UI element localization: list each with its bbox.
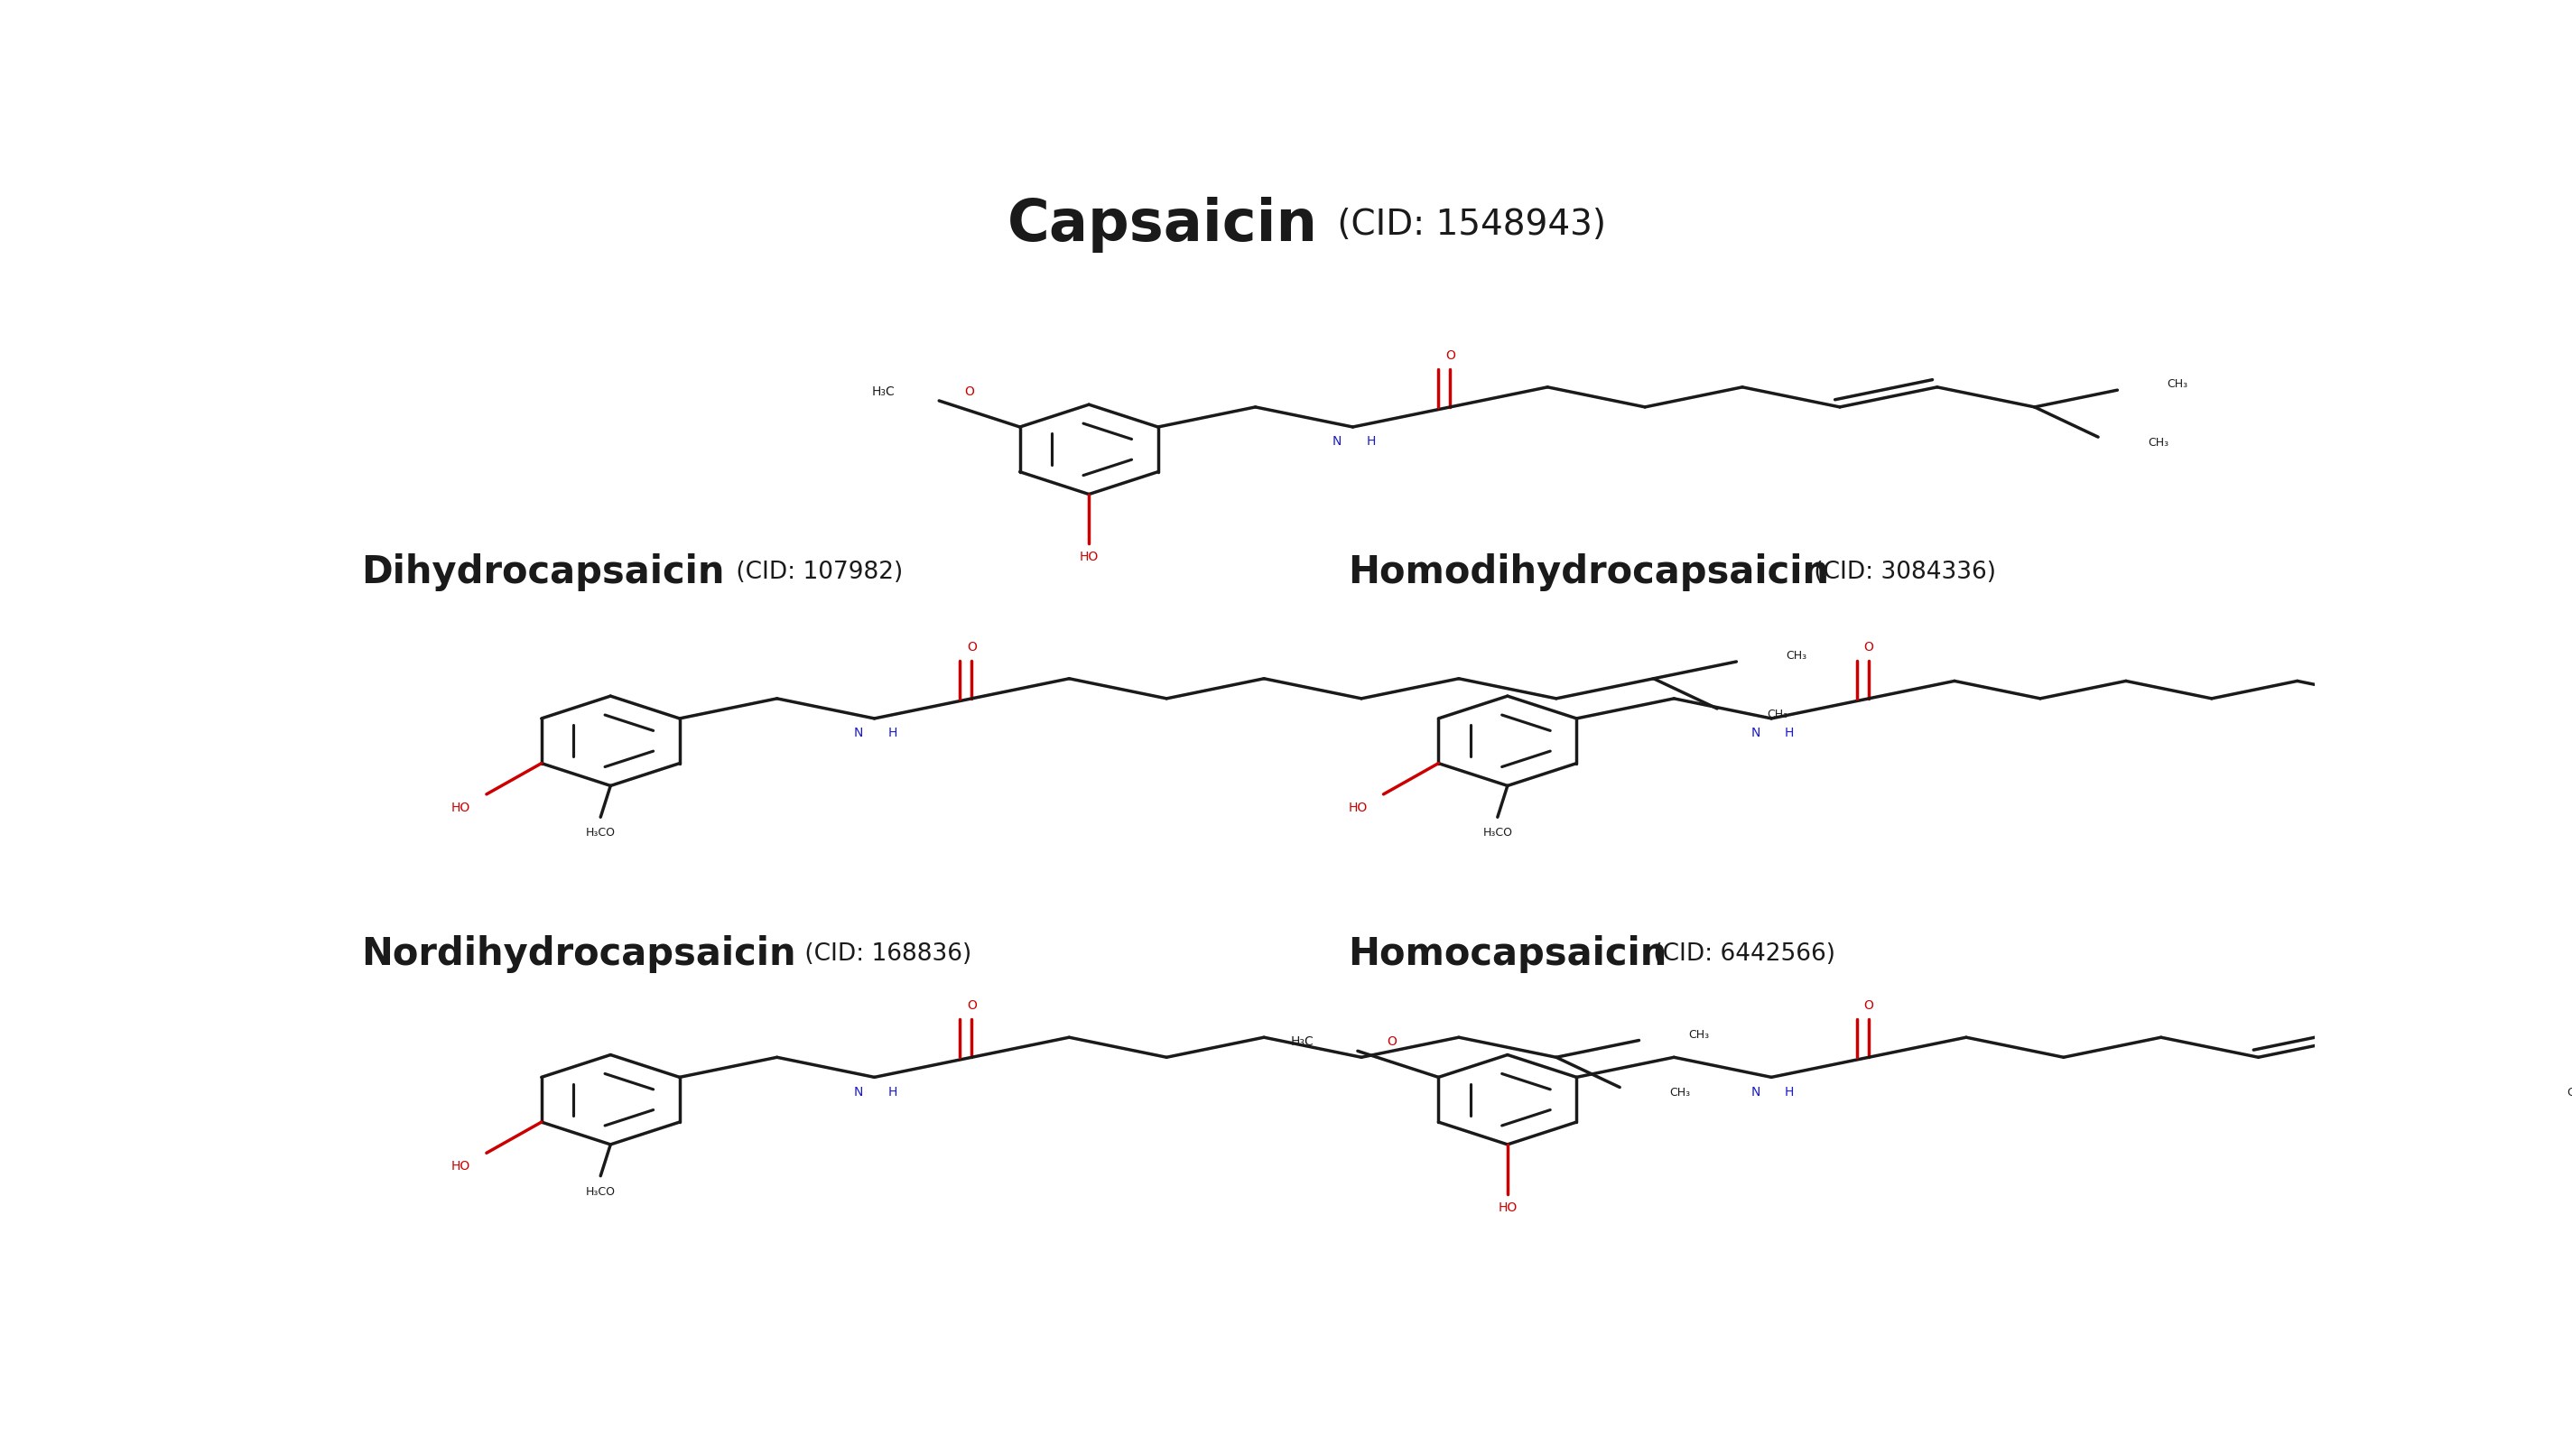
Text: (CID: 3084336): (CID: 3084336)	[1806, 561, 1996, 584]
Text: O: O	[1865, 1000, 1872, 1012]
Text: Dihydrocapsaicin: Dihydrocapsaicin	[360, 553, 725, 591]
Text: CH₃: CH₃	[1690, 1029, 1710, 1041]
Text: (CID: 168836): (CID: 168836)	[797, 942, 972, 965]
Text: HO: HO	[450, 1160, 471, 1172]
Text: HO: HO	[1497, 1201, 1517, 1214]
Text: H: H	[1785, 1086, 1795, 1098]
Text: N: N	[854, 727, 864, 740]
Text: CH₃: CH₃	[2148, 437, 2168, 448]
Text: N: N	[854, 1086, 864, 1098]
Text: N: N	[1752, 1086, 1759, 1098]
Text: H₃CO: H₃CO	[586, 1185, 615, 1197]
Text: O: O	[1386, 1035, 1397, 1048]
Text: H: H	[887, 1086, 898, 1098]
Text: Capsaicin: Capsaicin	[1008, 197, 1317, 253]
Text: H₃C: H₃C	[1291, 1035, 1314, 1048]
Text: O: O	[967, 1000, 977, 1012]
Text: Nordihydrocapsaicin: Nordihydrocapsaicin	[360, 935, 797, 973]
Text: H: H	[1785, 727, 1795, 740]
Text: CH₃: CH₃	[2168, 379, 2189, 390]
Text: (CID: 107982): (CID: 107982)	[728, 561, 903, 584]
Text: O: O	[967, 641, 977, 654]
Text: H₃CO: H₃CO	[586, 827, 615, 839]
Text: CH₃: CH₃	[1669, 1088, 1690, 1099]
Text: O: O	[1445, 349, 1456, 363]
Text: CH₃: CH₃	[1785, 651, 1808, 662]
Text: H: H	[887, 727, 898, 740]
Text: (CID: 1548943): (CID: 1548943)	[1327, 208, 1605, 242]
Text: O: O	[1865, 641, 1872, 654]
Text: CH₃: CH₃	[2567, 1088, 2572, 1099]
Text: H₃CO: H₃CO	[1481, 827, 1512, 839]
Text: (CID: 6442566): (CID: 6442566)	[1646, 942, 1836, 965]
Text: H₃C: H₃C	[872, 386, 895, 397]
Text: O: O	[964, 386, 975, 397]
Text: CH₃: CH₃	[1767, 708, 1788, 721]
Text: HO: HO	[450, 801, 471, 814]
Text: HO: HO	[1348, 801, 1368, 814]
Text: HO: HO	[1080, 550, 1098, 563]
Text: N: N	[1332, 435, 1343, 448]
Text: N: N	[1752, 727, 1759, 740]
Text: Homocapsaicin: Homocapsaicin	[1348, 935, 1667, 973]
Text: H: H	[1366, 435, 1376, 448]
Text: Homodihydrocapsaicin: Homodihydrocapsaicin	[1348, 553, 1829, 591]
